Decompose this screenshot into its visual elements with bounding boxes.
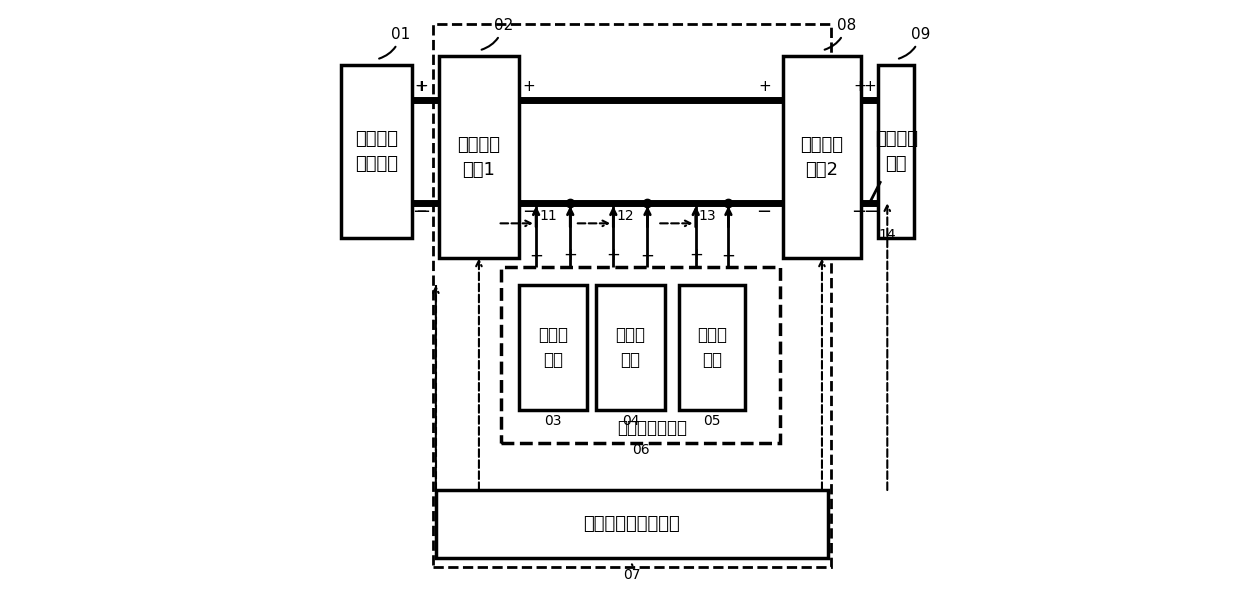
Text: 04: 04 [621,413,639,428]
Bar [433,24,831,567]
Text: 电制冷
装置: 电制冷 装置 [615,326,645,369]
Text: 14: 14 [878,228,897,242]
Text: −: − [641,247,655,264]
Text: 13: 13 [698,209,717,223]
Text: 锂离子
电池: 锂离子 电池 [697,326,727,369]
Text: +: + [854,79,867,94]
Text: 能量管理与控制模块: 能量管理与控制模块 [584,515,681,533]
FancyBboxPatch shape [439,56,520,258]
FancyBboxPatch shape [878,65,914,238]
Text: +: + [563,247,577,264]
Text: 11: 11 [539,209,557,223]
Text: 相变热管理装置: 相变热管理装置 [618,419,688,437]
Text: 08: 08 [825,18,856,50]
FancyBboxPatch shape [341,65,412,238]
Text: −: − [863,203,879,221]
Text: 06: 06 [632,443,650,457]
Text: −: − [415,203,430,221]
Text: +: + [606,247,620,264]
Text: 03: 03 [544,413,562,428]
Text: −: − [412,203,427,221]
Text: −: − [756,203,771,221]
FancyBboxPatch shape [436,490,828,558]
Text: 02: 02 [481,18,513,50]
Text: +: + [522,79,534,94]
FancyBboxPatch shape [680,285,745,410]
Text: 01: 01 [379,27,410,59]
Text: 电加热
装置: 电加热 装置 [538,326,568,369]
Text: +: + [759,79,771,94]
FancyBboxPatch shape [784,56,861,258]
Text: 09: 09 [899,27,930,59]
Text: −: − [522,203,537,221]
Text: +: + [688,247,703,264]
Text: 电压变换
装置1: 电压变换 装置1 [458,136,501,179]
FancyBboxPatch shape [596,285,665,410]
Text: 07: 07 [624,564,641,582]
Text: 金属空气
燃料电池: 金属空气 燃料电池 [355,130,398,173]
Text: −: − [852,203,867,221]
Text: −: − [722,247,735,264]
Text: +: + [863,79,877,94]
Text: 电压变换
装置2: 电压变换 装置2 [801,136,843,179]
Text: +: + [414,79,427,94]
Text: −: − [529,247,543,264]
Text: 电能输出
端口: 电能输出 端口 [874,130,918,173]
Bar [501,267,780,443]
Text: 05: 05 [703,413,720,428]
Text: +: + [415,79,428,94]
Text: 12: 12 [616,209,634,223]
FancyBboxPatch shape [520,285,588,410]
